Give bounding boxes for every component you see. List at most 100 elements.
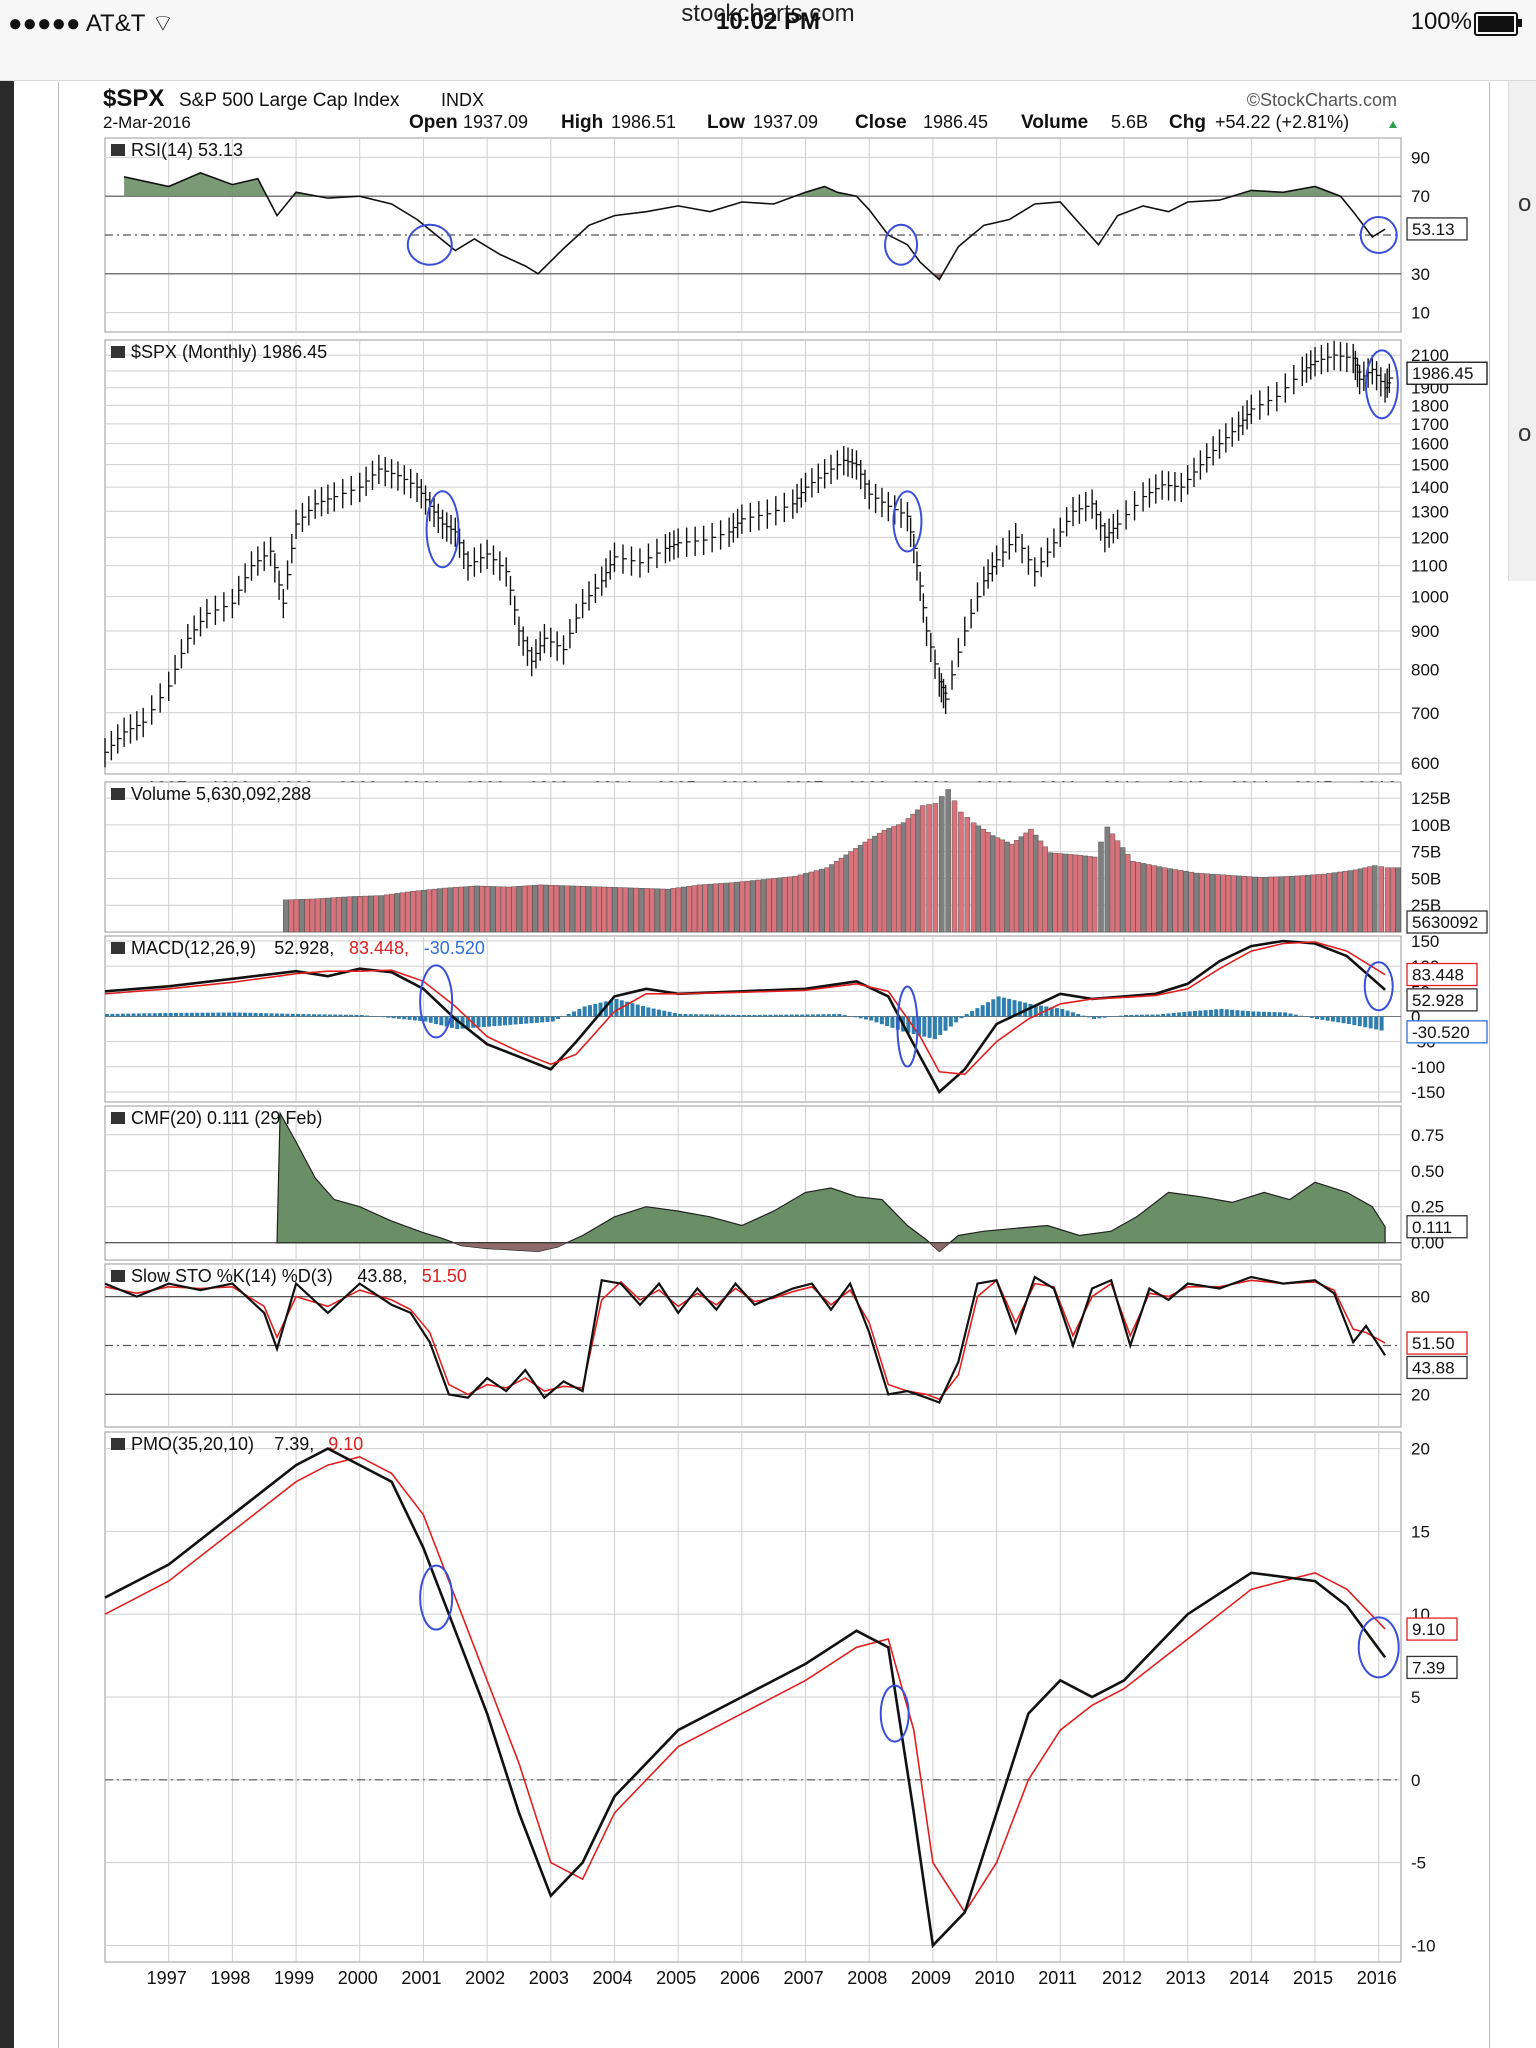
volume-bar [1347, 870, 1354, 933]
close-label: Close [855, 112, 907, 133]
macd-histogram-bar [1299, 1015, 1304, 1017]
pmo-y-tick-label: -5 [1411, 1854, 1426, 1873]
macd-histogram-bar [805, 1014, 810, 1017]
sto-y-tick-label: 20 [1411, 1385, 1430, 1404]
macd-histogram-bar [715, 1014, 720, 1017]
volume-bar [325, 897, 332, 933]
cmf-y-tick-label: 0.75 [1411, 1126, 1444, 1145]
macd-histogram-bar [980, 1005, 985, 1017]
volume-bar [484, 886, 491, 933]
macd-histogram-bar [1139, 1014, 1144, 1017]
volume-bar [638, 888, 645, 933]
volume-bar [1252, 876, 1258, 933]
cmf-panel-title: CMF(20) 0.111 (29 Feb) [131, 1108, 322, 1128]
address-bar-url[interactable]: stockcharts.com [681, 0, 855, 27]
volume-bar [346, 896, 353, 933]
volume-bar [643, 888, 650, 933]
volume-bar [452, 887, 459, 933]
macd-histogram-bar [184, 1012, 189, 1017]
volume-bar [919, 805, 926, 933]
volume-bar [1299, 875, 1306, 933]
volume-y-tick-label: 50B [1411, 869, 1441, 888]
volume-bar [352, 896, 358, 933]
volume-bar [1018, 836, 1025, 933]
pmo-last-value-box [1406, 1655, 1458, 1680]
macd-histogram-bar [189, 1012, 194, 1017]
volume-bar [330, 897, 337, 933]
volume-bar [1151, 865, 1157, 933]
macd-histogram-bar [656, 1009, 661, 1017]
macd-y-tick-label: 150 [1411, 932, 1439, 951]
macd-histogram-bar [449, 1016, 454, 1028]
volume-bar [421, 889, 427, 933]
volume-bar [1220, 874, 1226, 933]
macd-histogram-bar [885, 1016, 890, 1027]
macd-histogram-bar [1134, 1014, 1139, 1017]
chart-svg: $SPX S&P 500 Large Cap Index INDX ©Stock… [103, 85, 1488, 1988]
volume-bar [739, 881, 745, 933]
macd-panel-title: MACD(12,26,9) [131, 938, 256, 958]
macd-histogram-bar [258, 1013, 263, 1017]
volume-bar [1215, 874, 1221, 933]
macd-histogram-bar [402, 1016, 407, 1020]
sto-last-value-box [1406, 1331, 1468, 1355]
macd-histogram-bar [205, 1012, 210, 1017]
macd-histogram-bar [434, 1016, 439, 1025]
volume-bar [436, 888, 443, 933]
volume-bar [1067, 854, 1074, 933]
macd-line [104, 939, 1386, 1094]
macd-histogram-bar [1368, 1016, 1373, 1029]
macd-histogram-bar [582, 1006, 587, 1017]
rsi-highlight-circle [406, 223, 453, 266]
macd-histogram-bar [518, 1016, 523, 1025]
macd-histogram-bar [311, 1014, 316, 1017]
volume-bar [848, 851, 854, 933]
macd-y-tick-label: -150 [1411, 1083, 1445, 1102]
macd-histogram-bar [1288, 1013, 1293, 1017]
volume-bar [843, 854, 850, 933]
volume-bar [951, 800, 958, 933]
volume-bar [553, 885, 560, 933]
volume-bar [1156, 866, 1163, 933]
macd-histogram-bar [290, 1013, 295, 1017]
volume-bar [1241, 876, 1248, 933]
macd-histogram-bar [439, 1016, 444, 1026]
volume-bar [1367, 866, 1373, 933]
volume-bar [989, 835, 996, 933]
volume-bar [939, 796, 945, 933]
volume-bar [819, 868, 825, 933]
volume-bar [838, 857, 845, 933]
pmo-x-tick-label: 2000 [338, 1968, 378, 1988]
macd-histogram-bar [354, 1014, 359, 1017]
macd-histogram-bar [869, 1016, 874, 1021]
volume-last-value-label: 5630092 [1412, 913, 1478, 932]
pmo-panel-title: PMO(35,20,10) [131, 1434, 254, 1454]
volume-bar [1193, 872, 1200, 933]
volume-bar [702, 884, 708, 933]
volume-bar [833, 861, 840, 933]
price-y-tick-label: 1100 [1411, 557, 1448, 576]
macd-histogram-bar [1336, 1016, 1341, 1023]
macd-histogram-bar [1108, 1016, 1113, 1017]
volume-bar [383, 894, 390, 933]
volume-bar [511, 886, 517, 933]
volume-bar [622, 887, 629, 933]
volume-bar [900, 822, 907, 933]
macd-histogram-bar [365, 1015, 370, 1017]
volume-bar [298, 899, 305, 933]
macd-histogram-bar [1251, 1011, 1256, 1017]
macd-histogram-bar [455, 1016, 460, 1030]
macd-histogram-bar [428, 1016, 433, 1023]
macd-histogram-bar [683, 1014, 688, 1017]
macd-histogram-bar [1028, 1003, 1033, 1017]
volume-bar [994, 837, 1001, 933]
volume-bar [426, 889, 432, 933]
volume-bar [896, 824, 902, 933]
volume-bar [1326, 873, 1332, 933]
pmo-x-tick-label: 2009 [911, 1968, 951, 1988]
quote-date: 2-Mar-2016 [103, 113, 191, 132]
macd-histogram-bar [927, 1016, 932, 1038]
macd-histogram-bar [216, 1012, 221, 1017]
volume-bar [1037, 840, 1044, 933]
volume-bar [808, 871, 814, 933]
